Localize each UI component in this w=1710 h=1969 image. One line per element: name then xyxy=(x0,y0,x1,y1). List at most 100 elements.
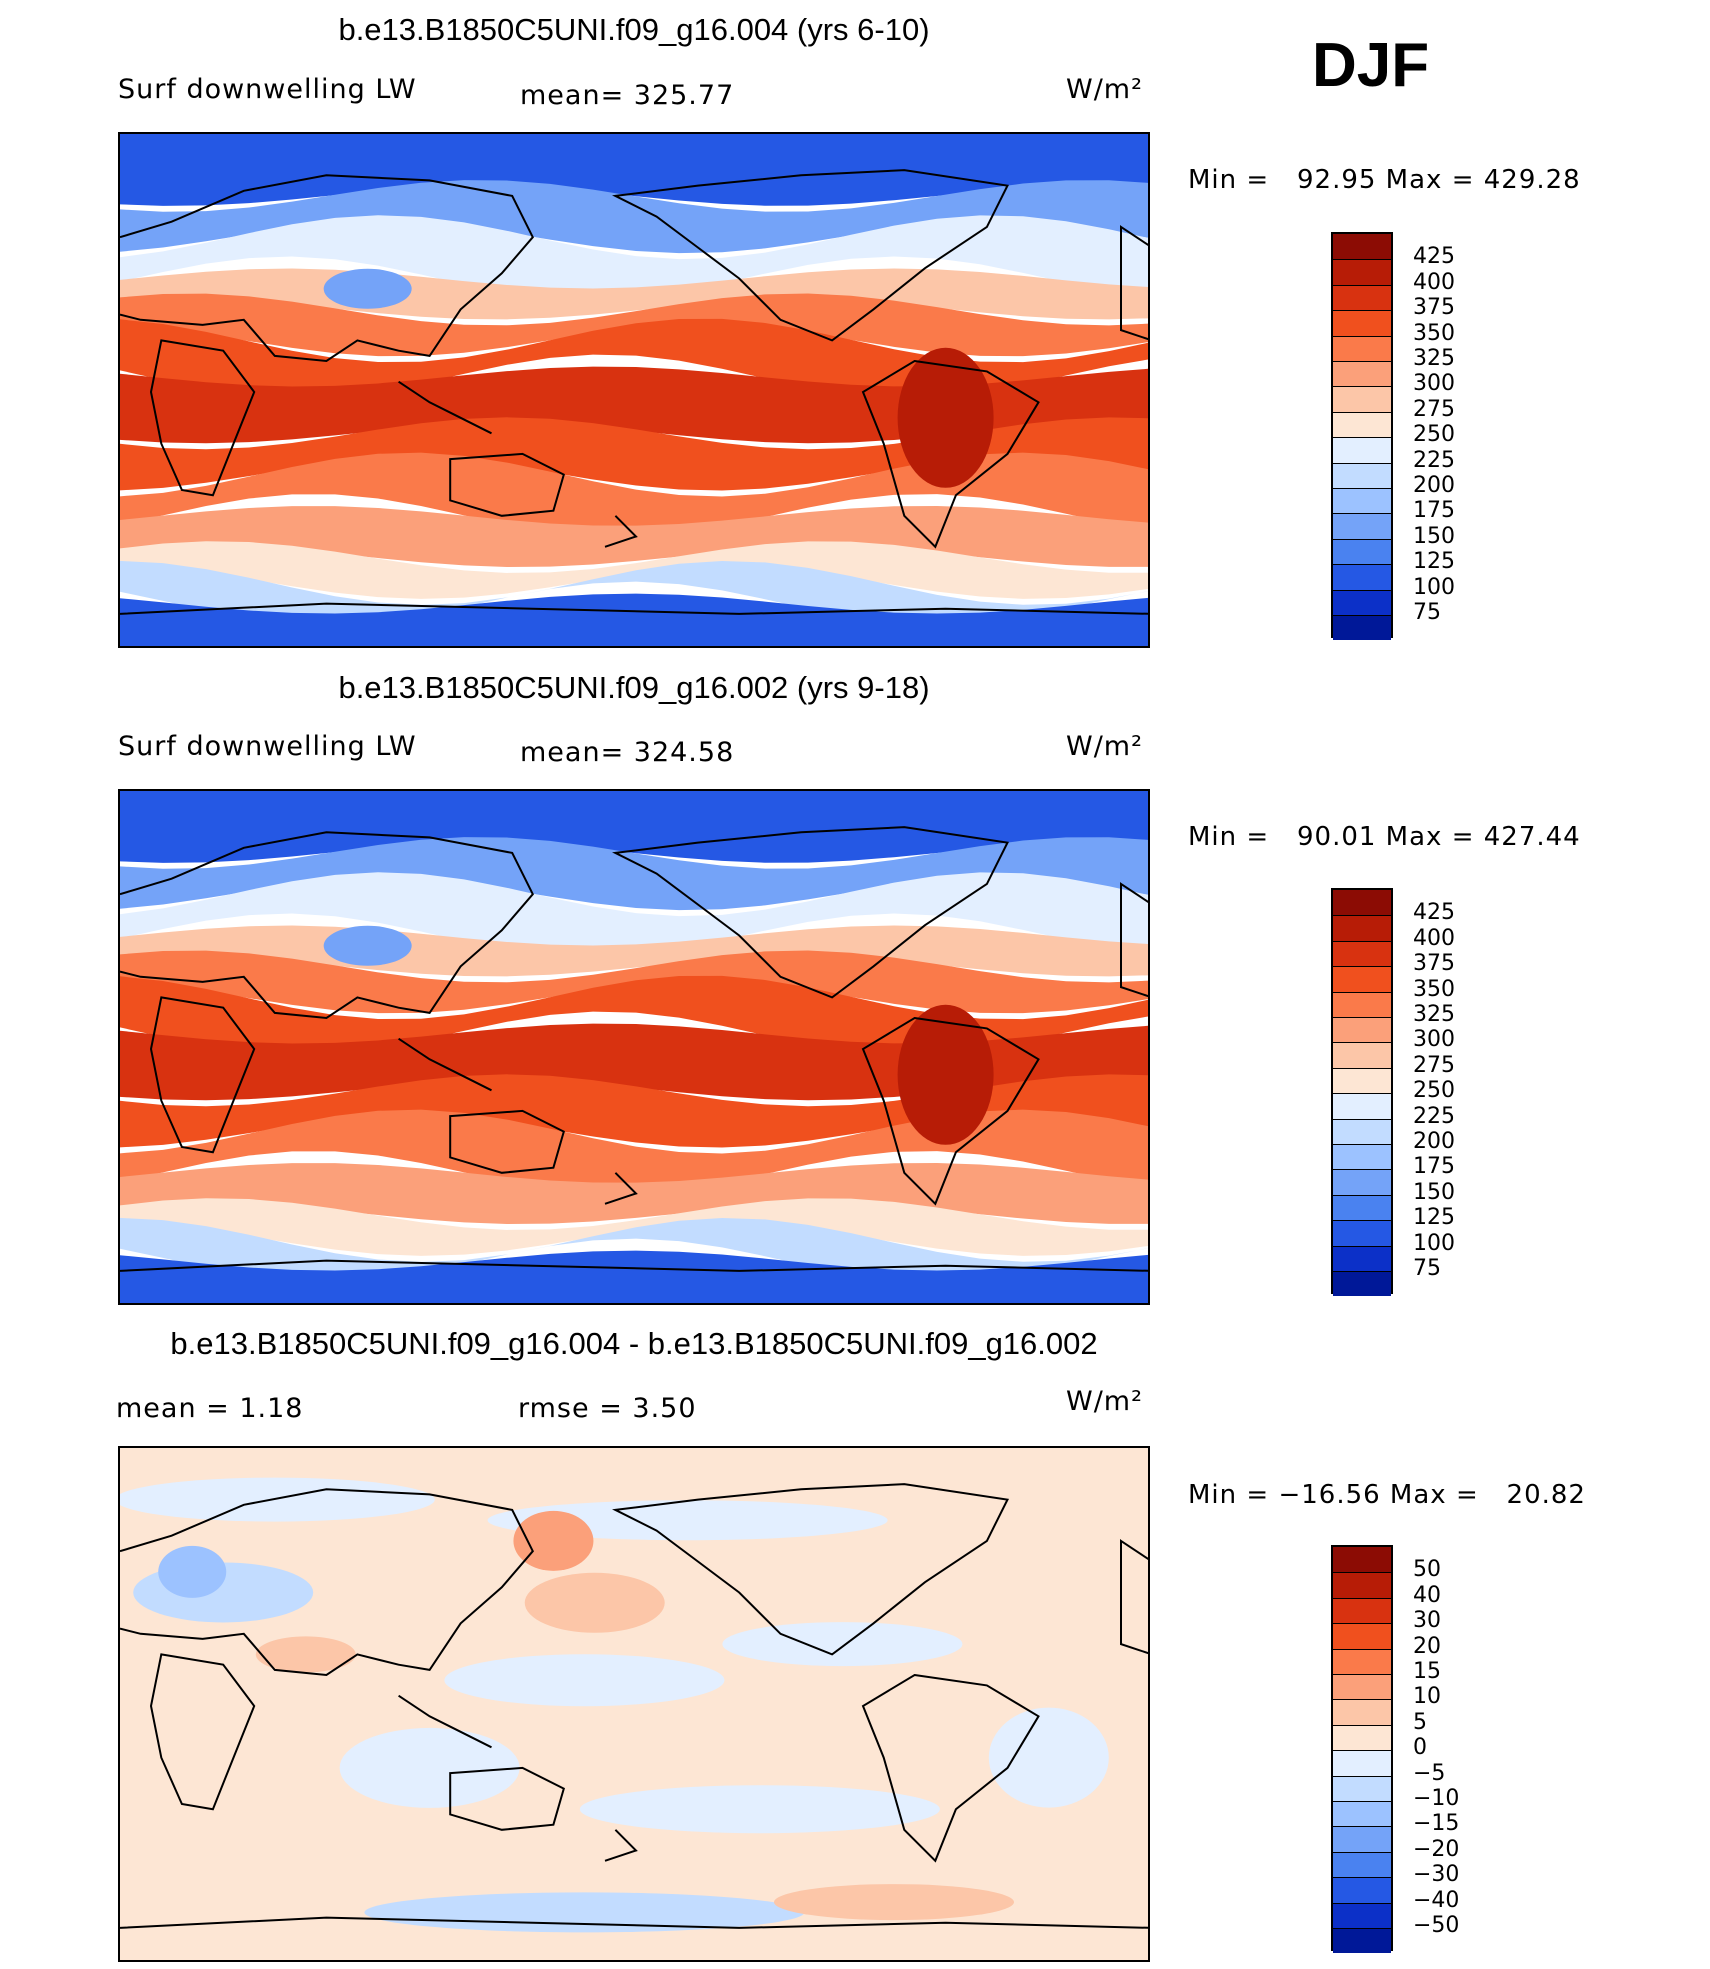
colorbar-tick-label: 225 xyxy=(1413,447,1455,473)
panel-3-mean-label: mean = 1.18 xyxy=(116,1393,304,1424)
colorbar-swatch xyxy=(1333,1169,1391,1195)
colorbar-tick-label: −10 xyxy=(1413,1786,1460,1811)
colorbar-swatch xyxy=(1333,991,1391,1017)
map-contour-band xyxy=(120,318,1148,399)
colorbar-swatch xyxy=(1333,1271,1391,1297)
colorbar-tick-label: 0 xyxy=(1413,1735,1427,1761)
colorbar-swatch xyxy=(1333,915,1391,941)
colorbar-swatch xyxy=(1333,1877,1391,1903)
colorbar-swatch xyxy=(1333,1826,1391,1852)
coastline xyxy=(398,380,492,435)
coastline xyxy=(120,174,534,363)
colorbar-swatch xyxy=(1333,1724,1391,1751)
colorbar-swatch xyxy=(1333,1674,1391,1700)
coastline xyxy=(149,1653,256,1811)
colorbar-tick-label: 150 xyxy=(1413,1179,1455,1205)
map-contour-band xyxy=(364,1892,805,1933)
panel-2-map xyxy=(118,789,1150,1305)
colorbar-swatch xyxy=(1333,1597,1391,1624)
colorbar-tick-label: 275 xyxy=(1413,396,1455,422)
colorbar-box xyxy=(1331,1545,1393,1954)
colorbar-swatch xyxy=(1333,1547,1391,1573)
colorbar-tick-label: 200 xyxy=(1413,1129,1455,1154)
colorbar-swatch xyxy=(1333,1623,1391,1649)
colorbar-tick-label: 375 xyxy=(1413,295,1455,321)
colorbar-swatch xyxy=(1333,1750,1391,1776)
colorbar-tick-label: −5 xyxy=(1413,1760,1446,1786)
map-field xyxy=(120,1448,1148,1960)
coastline xyxy=(1120,1539,1148,1655)
panel-1-minmax: Min = 92.95 Max = 429.28 xyxy=(1188,165,1581,195)
map-contour-band xyxy=(120,791,1148,863)
map-contour-band xyxy=(339,1727,520,1808)
coastline xyxy=(120,1259,1148,1272)
map-contour-band xyxy=(120,1477,435,1522)
colorbar-swatch xyxy=(1333,940,1391,967)
map-contour-band xyxy=(774,1884,1014,1921)
coastline xyxy=(861,1016,1040,1206)
map-contour-band xyxy=(158,1545,227,1598)
colorbar-swatch xyxy=(1333,1144,1391,1170)
colorbar-tick-label: 200 xyxy=(1413,473,1455,498)
colorbar-tick-label: 300 xyxy=(1413,1027,1455,1053)
colorbar-tick-label: 375 xyxy=(1413,951,1455,977)
colorbar-swatch xyxy=(1333,513,1391,539)
colorbar-tick-label: −40 xyxy=(1413,1887,1460,1913)
map-contour-band xyxy=(120,180,1148,254)
coastline xyxy=(149,996,256,1154)
colorbar-tick-label: 10 xyxy=(1413,1684,1441,1710)
colorbar-swatch xyxy=(1333,1067,1391,1094)
colorbar-tick-label: 150 xyxy=(1413,523,1455,549)
coastline xyxy=(604,1172,638,1205)
colorbar-box xyxy=(1331,888,1393,1297)
map-contour-band xyxy=(120,1074,1148,1148)
colorbar-tick-label: 5 xyxy=(1413,1709,1427,1735)
map-contour-band xyxy=(524,1572,665,1633)
colorbar-tick-label: 325 xyxy=(1413,1002,1455,1027)
colorbar-swatch xyxy=(1333,1699,1391,1725)
map-field xyxy=(120,134,1148,646)
coastline xyxy=(1120,882,1148,998)
colorbar-swatch xyxy=(1333,310,1391,336)
colorbar-tick-label: 75 xyxy=(1413,600,1441,625)
colorbar-swatch xyxy=(1333,564,1391,590)
panel-3-units-label: W/m² xyxy=(1066,1386,1143,1417)
panel-3-minmax: Min = −16.56 Max = 20.82 xyxy=(1188,1480,1586,1510)
colorbar-tick-label: 40 xyxy=(1413,1582,1441,1608)
colorbar-tick-label: 425 xyxy=(1413,900,1455,926)
coastline xyxy=(449,1766,565,1831)
map-contour-band xyxy=(513,1510,594,1571)
coastline xyxy=(120,602,1148,615)
map-contour-band xyxy=(120,417,1148,491)
panel-2-minmax: Min = 90.01 Max = 427.44 xyxy=(1188,822,1581,852)
map-contour-band xyxy=(120,975,1148,1056)
colorbar-tick-label: 30 xyxy=(1413,1608,1441,1634)
coastline xyxy=(1120,225,1148,341)
colorbar-swatch xyxy=(1333,1118,1391,1144)
map-contour-band xyxy=(120,837,1148,911)
colorbar-swatch xyxy=(1333,1093,1391,1119)
colorbar-swatch xyxy=(1333,1042,1391,1068)
colorbar-swatch xyxy=(1333,615,1391,641)
colorbar-swatch xyxy=(1333,966,1391,992)
map-field xyxy=(120,791,1148,1303)
colorbar-tick-label: 250 xyxy=(1413,422,1455,448)
colorbar-swatch xyxy=(1333,1220,1391,1246)
colorbar-tick-label: 400 xyxy=(1413,925,1455,951)
colorbar-tick-label: 250 xyxy=(1413,1078,1455,1104)
map-contour-band xyxy=(255,1636,356,1673)
coastline xyxy=(449,1109,565,1174)
coastline xyxy=(120,831,534,1020)
map-contour-band xyxy=(120,215,1148,301)
colorbar-tick-label: 125 xyxy=(1413,549,1455,575)
colorbar-tick-label: −15 xyxy=(1413,1811,1460,1837)
coastline xyxy=(604,515,638,548)
colorbar-swatch xyxy=(1333,1648,1391,1674)
colorbar-tick-label: 350 xyxy=(1413,976,1455,1002)
colorbar-tick-label: 100 xyxy=(1413,574,1455,600)
map-contour-band xyxy=(988,1707,1109,1808)
colorbar-swatch xyxy=(1333,1775,1391,1801)
panel-2-title: b.e13.B1850C5UNI.f09_g16.002 (yrs 9-18) xyxy=(338,670,930,705)
map-contour-band xyxy=(120,452,1148,538)
coastline xyxy=(398,1037,492,1092)
